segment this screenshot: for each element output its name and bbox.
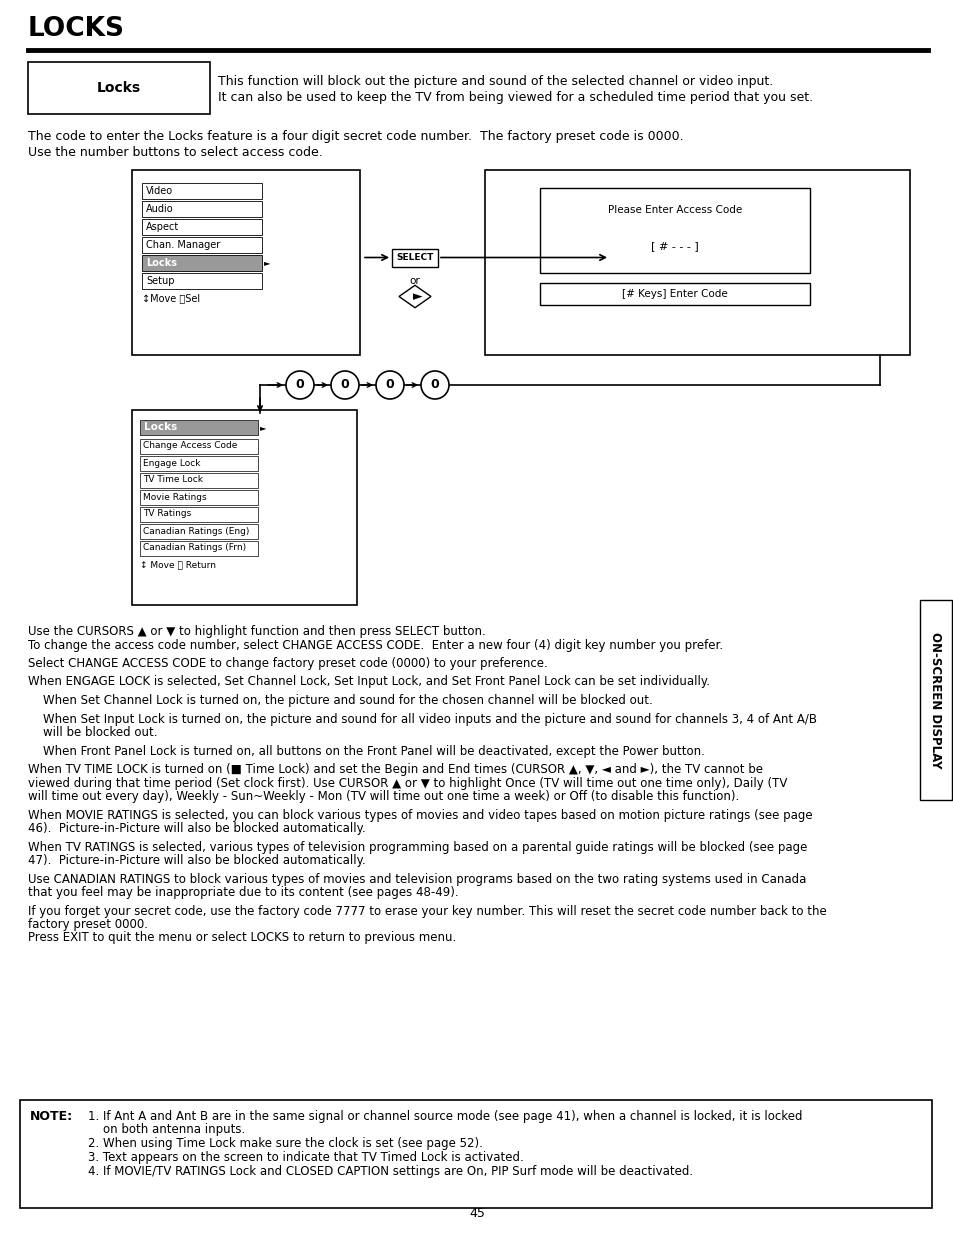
Bar: [140, 420, 257, 435]
Bar: [140, 490, 257, 505]
Bar: [28, 62, 210, 114]
Text: 4. If MOVIE/TV RATINGS Lock and CLOSED CAPTION settings are On, PIP Surf mode wi: 4. If MOVIE/TV RATINGS Lock and CLOSED C…: [88, 1165, 693, 1178]
Text: When TV TIME LOCK is turned on (■ Time Lock) and set the Begin and End times (CU: When TV TIME LOCK is turned on (■ Time L…: [28, 763, 762, 776]
Text: Use CANADIAN RATINGS to block various types of movies and television programs ba: Use CANADIAN RATINGS to block various ty…: [28, 872, 805, 885]
Text: When Set Channel Lock is turned on, the picture and sound for the chosen channel: When Set Channel Lock is turned on, the …: [28, 694, 652, 706]
Text: ►: ►: [264, 258, 271, 267]
Text: 0: 0: [430, 378, 439, 391]
Text: on both antenna inputs.: on both antenna inputs.: [88, 1123, 245, 1136]
Circle shape: [420, 370, 449, 399]
Text: Engage Lock: Engage Lock: [143, 458, 200, 468]
Text: will time out every day), Weekly - Sun~Weekly - Mon (TV will time out one time a: will time out every day), Weekly - Sun~W…: [28, 790, 739, 803]
Bar: [140, 508, 257, 522]
Bar: [484, 170, 909, 354]
Text: Locks: Locks: [146, 258, 177, 268]
Text: Canadian Ratings (Eng): Canadian Ratings (Eng): [143, 526, 249, 536]
Text: will be blocked out.: will be blocked out.: [28, 726, 157, 739]
Text: 0: 0: [340, 378, 349, 391]
Bar: [142, 237, 262, 253]
Text: When Set Input Lock is turned on, the picture and sound for all video inputs and: When Set Input Lock is turned on, the pi…: [28, 713, 816, 725]
Text: Aspect: Aspect: [146, 221, 179, 231]
Circle shape: [331, 370, 358, 399]
Text: ↕Move ⓎSel: ↕Move ⓎSel: [142, 294, 200, 304]
Text: ON-SCREEN DISPLAY: ON-SCREEN DISPLAY: [928, 632, 942, 768]
Text: [# Keys] Enter Code: [# Keys] Enter Code: [621, 289, 727, 299]
Text: [ # - - - ]: [ # - - - ]: [651, 241, 699, 251]
Bar: [132, 170, 359, 354]
Text: SELECT: SELECT: [395, 253, 434, 262]
Text: Change Access Code: Change Access Code: [143, 441, 237, 451]
Text: ►: ►: [413, 290, 422, 303]
Text: 1. If Ant A and Ant B are in the same signal or channel source mode (see page 41: 1. If Ant A and Ant B are in the same si…: [88, 1110, 801, 1123]
Text: Audio: Audio: [146, 204, 173, 214]
Circle shape: [375, 370, 403, 399]
Text: TV Time Lock: TV Time Lock: [143, 475, 203, 484]
Text: 0: 0: [385, 378, 394, 391]
Text: TV Ratings: TV Ratings: [143, 510, 191, 519]
Text: This function will block out the picture and sound of the selected channel or vi: This function will block out the picture…: [218, 75, 773, 88]
Bar: [142, 219, 262, 235]
Text: To change the access code number, select CHANGE ACCESS CODE.  Enter a new four (: To change the access code number, select…: [28, 638, 722, 652]
Text: Video: Video: [146, 185, 172, 195]
Bar: [140, 473, 257, 488]
Text: or: or: [409, 277, 420, 287]
Text: 45: 45: [469, 1207, 484, 1220]
Bar: [142, 254, 262, 270]
Text: ►: ►: [260, 424, 266, 432]
Text: 3. Text appears on the screen to indicate that TV Timed Lock is activated.: 3. Text appears on the screen to indicat…: [88, 1151, 523, 1165]
Text: Use the CURSORS ▲ or ▼ to highlight function and then press SELECT button.: Use the CURSORS ▲ or ▼ to highlight func…: [28, 625, 485, 638]
Text: LOCKS: LOCKS: [28, 16, 125, 42]
Bar: [142, 273, 262, 289]
Text: Locks: Locks: [97, 82, 141, 95]
Text: viewed during that time period (Set clock first). Use CURSOR ▲ or ▼ to highlight: viewed during that time period (Set cloc…: [28, 777, 786, 789]
Text: that you feel may be inappropriate due to its content (see pages 48-49).: that you feel may be inappropriate due t…: [28, 885, 458, 899]
Text: 46).  Picture-in-Picture will also be blocked automatically.: 46). Picture-in-Picture will also be blo…: [28, 823, 365, 835]
Bar: [140, 541, 257, 556]
Text: 47).  Picture-in-Picture will also be blocked automatically.: 47). Picture-in-Picture will also be blo…: [28, 853, 365, 867]
Bar: [140, 438, 257, 454]
Text: Locks: Locks: [144, 422, 177, 432]
Bar: [539, 283, 809, 305]
Bar: [142, 201, 262, 217]
Bar: [142, 183, 262, 199]
Bar: [392, 248, 437, 267]
Text: It can also be used to keep the TV from being viewed for a scheduled time period: It can also be used to keep the TV from …: [218, 91, 812, 104]
Bar: [132, 410, 356, 605]
Text: When ENGAGE LOCK is selected, Set Channel Lock, Set Input Lock, and Set Front Pa: When ENGAGE LOCK is selected, Set Channe…: [28, 676, 709, 688]
Text: NOTE:: NOTE:: [30, 1110, 73, 1123]
Text: 2. When using Time Lock make sure the clock is set (see page 52).: 2. When using Time Lock make sure the cl…: [88, 1137, 482, 1150]
Text: Use the number buttons to select access code.: Use the number buttons to select access …: [28, 146, 322, 159]
Text: Canadian Ratings (Frn): Canadian Ratings (Frn): [143, 543, 246, 552]
Bar: [539, 188, 809, 273]
Text: When TV RATINGS is selected, various types of television programming based on a : When TV RATINGS is selected, various typ…: [28, 841, 806, 853]
Text: Chan. Manager: Chan. Manager: [146, 240, 220, 249]
Text: Please Enter Access Code: Please Enter Access Code: [607, 205, 741, 215]
Bar: [140, 456, 257, 471]
Bar: [919, 600, 951, 800]
Text: Movie Ratings: Movie Ratings: [143, 493, 207, 501]
Text: Setup: Setup: [146, 275, 174, 285]
Text: Select CHANGE ACCESS CODE to change factory preset code (0000) to your preferenc: Select CHANGE ACCESS CODE to change fact…: [28, 657, 547, 671]
Text: Press EXIT to quit the menu or select LOCKS to return to previous menu.: Press EXIT to quit the menu or select LO…: [28, 931, 456, 945]
Text: If you forget your secret code, use the factory code 7777 to erase your key numb: If you forget your secret code, use the …: [28, 904, 826, 918]
Text: factory preset 0000.: factory preset 0000.: [28, 918, 148, 931]
Polygon shape: [398, 285, 431, 308]
Bar: [20, 1100, 931, 1208]
Bar: [140, 524, 257, 538]
Text: The code to enter the Locks feature is a four digit secret code number.  The fac: The code to enter the Locks feature is a…: [28, 130, 683, 143]
Text: When MOVIE RATINGS is selected, you can block various types of movies and video : When MOVIE RATINGS is selected, you can …: [28, 809, 812, 821]
Circle shape: [286, 370, 314, 399]
Text: When Front Panel Lock is turned on, all buttons on the Front Panel will be deact: When Front Panel Lock is turned on, all …: [28, 745, 704, 757]
Text: ↕ Move Ⓨ Return: ↕ Move Ⓨ Return: [140, 561, 215, 569]
Text: 0: 0: [295, 378, 304, 391]
